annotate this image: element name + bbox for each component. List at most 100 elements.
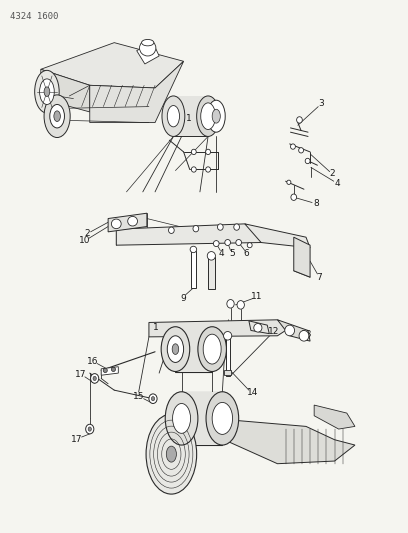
Ellipse shape <box>207 100 225 132</box>
Polygon shape <box>149 320 290 337</box>
Ellipse shape <box>201 103 215 130</box>
Ellipse shape <box>50 104 64 128</box>
Ellipse shape <box>197 96 220 136</box>
Ellipse shape <box>305 158 310 164</box>
Ellipse shape <box>237 301 244 309</box>
Polygon shape <box>294 237 310 277</box>
Ellipse shape <box>225 239 231 246</box>
Ellipse shape <box>207 252 215 260</box>
Polygon shape <box>226 337 230 376</box>
Ellipse shape <box>227 300 234 308</box>
Ellipse shape <box>291 194 297 200</box>
Text: 6: 6 <box>243 249 249 258</box>
Ellipse shape <box>217 224 223 230</box>
Ellipse shape <box>224 332 232 340</box>
Ellipse shape <box>162 96 185 136</box>
Text: 1: 1 <box>153 323 159 332</box>
Text: 14: 14 <box>246 388 258 397</box>
Ellipse shape <box>198 327 226 372</box>
Ellipse shape <box>149 394 157 403</box>
Text: 5: 5 <box>229 249 235 258</box>
Ellipse shape <box>206 392 239 445</box>
Ellipse shape <box>128 216 137 226</box>
Ellipse shape <box>44 87 50 96</box>
Text: 1: 1 <box>186 115 191 123</box>
Polygon shape <box>101 367 118 375</box>
Ellipse shape <box>172 344 179 354</box>
Ellipse shape <box>91 374 99 383</box>
Polygon shape <box>90 61 184 123</box>
Polygon shape <box>245 224 310 248</box>
Ellipse shape <box>190 246 197 253</box>
Polygon shape <box>191 251 196 288</box>
Polygon shape <box>116 224 261 245</box>
Ellipse shape <box>173 403 191 433</box>
Ellipse shape <box>191 149 196 155</box>
Ellipse shape <box>140 40 156 56</box>
Polygon shape <box>249 321 269 334</box>
Ellipse shape <box>212 402 233 434</box>
Ellipse shape <box>299 330 309 341</box>
Polygon shape <box>108 213 147 232</box>
Polygon shape <box>41 69 90 112</box>
Polygon shape <box>314 405 355 429</box>
Ellipse shape <box>111 219 121 229</box>
Ellipse shape <box>206 149 211 155</box>
Ellipse shape <box>44 95 70 138</box>
Polygon shape <box>173 96 208 136</box>
Ellipse shape <box>191 167 196 172</box>
Text: 17: 17 <box>75 370 86 379</box>
Text: 4: 4 <box>219 249 224 258</box>
Text: 2: 2 <box>330 169 335 178</box>
Polygon shape <box>277 320 310 341</box>
Text: 16: 16 <box>87 357 98 366</box>
Text: 2: 2 <box>84 229 90 238</box>
Ellipse shape <box>161 327 190 372</box>
Text: 17: 17 <box>71 435 83 444</box>
Ellipse shape <box>285 325 295 336</box>
Polygon shape <box>137 43 159 64</box>
Ellipse shape <box>151 397 155 401</box>
Text: 15: 15 <box>133 392 145 401</box>
Ellipse shape <box>193 225 199 232</box>
Ellipse shape <box>111 367 115 372</box>
Ellipse shape <box>146 414 197 494</box>
Ellipse shape <box>142 39 154 46</box>
Text: 12: 12 <box>268 327 279 336</box>
Ellipse shape <box>165 392 198 445</box>
Ellipse shape <box>54 111 60 122</box>
Ellipse shape <box>297 117 302 123</box>
Text: 7: 7 <box>317 273 322 281</box>
Ellipse shape <box>234 224 239 230</box>
Ellipse shape <box>86 424 94 434</box>
Text: 4324 1600: 4324 1600 <box>10 12 59 21</box>
Ellipse shape <box>299 148 304 153</box>
Ellipse shape <box>213 240 219 247</box>
Text: 4: 4 <box>335 179 340 188</box>
Ellipse shape <box>169 227 174 233</box>
Text: 11: 11 <box>251 292 263 301</box>
Ellipse shape <box>93 376 96 381</box>
Ellipse shape <box>35 70 59 113</box>
Text: 8: 8 <box>313 199 319 208</box>
Ellipse shape <box>247 243 252 248</box>
Ellipse shape <box>206 167 211 172</box>
Ellipse shape <box>236 239 242 246</box>
Ellipse shape <box>212 109 220 123</box>
Text: 10: 10 <box>79 236 90 245</box>
Polygon shape <box>224 370 231 375</box>
Ellipse shape <box>167 336 184 362</box>
Text: 9: 9 <box>180 294 186 303</box>
Text: 13: 13 <box>301 330 313 338</box>
Ellipse shape <box>103 368 107 373</box>
Polygon shape <box>208 257 215 289</box>
Polygon shape <box>175 327 212 372</box>
Ellipse shape <box>254 324 262 332</box>
Ellipse shape <box>40 79 54 104</box>
Ellipse shape <box>203 334 221 364</box>
Ellipse shape <box>287 180 291 184</box>
Text: 3: 3 <box>319 100 324 108</box>
Polygon shape <box>212 418 355 464</box>
Ellipse shape <box>290 144 295 149</box>
Ellipse shape <box>166 446 176 462</box>
